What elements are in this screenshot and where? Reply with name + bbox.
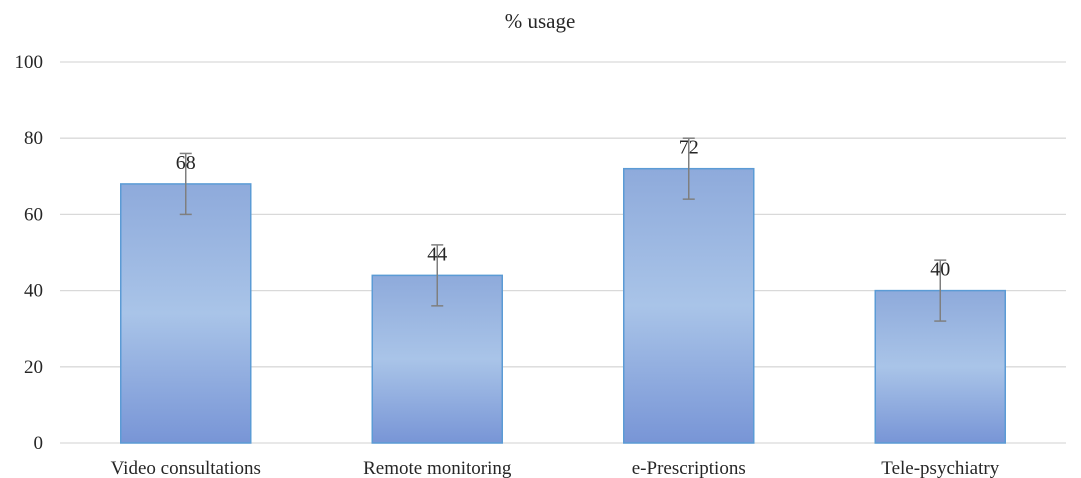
x-category-label: e-Prescriptions [632, 458, 746, 478]
error-bars [179, 137, 947, 322]
x-category-label: Video consultations [111, 458, 261, 478]
y-tick-label: 100 [15, 52, 44, 73]
data-label: 68 [176, 152, 196, 174]
x-category-label: Remote monitoring [363, 458, 512, 478]
y-tick-label: 20 [24, 357, 43, 378]
x-axis-category-labels: Video consultations Remote monitoring e-Pr… [111, 458, 1000, 478]
y-tick-label: 0 [34, 433, 44, 454]
chart-title: % usage [505, 9, 576, 33]
bar [623, 167, 755, 444]
y-tick-label: 40 [24, 281, 43, 302]
bar [120, 183, 252, 444]
data-label: 72 [679, 137, 699, 159]
data-label: 40 [930, 259, 950, 281]
x-category-label: Tele-psychiatry [881, 458, 999, 478]
y-tick-label: 80 [24, 128, 43, 149]
data-label: 44 [427, 243, 447, 265]
y-axis-tick-labels: 0 20 40 60 80 100 [15, 52, 44, 454]
bars [120, 167, 1006, 444]
y-tick-label: 60 [24, 204, 43, 225]
data-labels: 68 44 72 40 [176, 137, 951, 281]
